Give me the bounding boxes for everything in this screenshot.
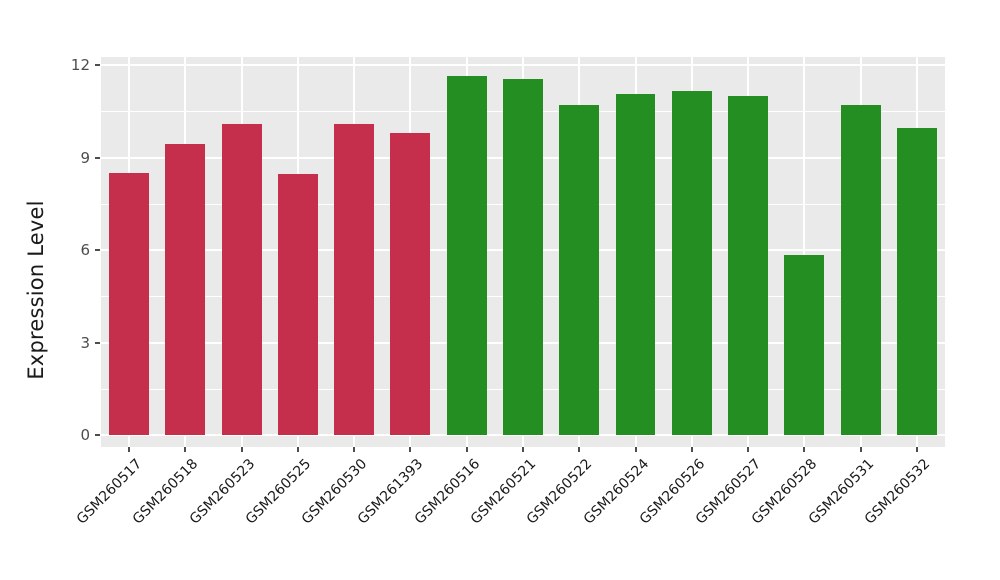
bar — [334, 123, 375, 435]
bar — [390, 132, 431, 435]
x-axis-tick-mark — [522, 447, 524, 452]
x-axis-tick-mark — [634, 447, 637, 452]
bar — [559, 105, 600, 435]
y-axis-tick-mark — [95, 434, 100, 436]
x-axis-tick-mark — [859, 447, 862, 452]
gridline-vertical — [803, 57, 806, 447]
bar — [840, 105, 881, 435]
bar — [896, 128, 937, 435]
bar — [615, 94, 656, 435]
x-axis-tick-mark — [240, 447, 243, 452]
x-axis-tick-mark — [747, 447, 750, 452]
y-axis-tick-label: 6 — [80, 241, 90, 259]
y-axis-tick-label: 12 — [70, 56, 90, 74]
x-axis-tick-mark — [296, 447, 299, 452]
x-axis-tick-mark — [465, 447, 468, 452]
x-axis-tick-mark — [915, 447, 918, 452]
x-axis-tick-mark — [353, 447, 356, 452]
x-axis-tick-mark — [578, 447, 581, 452]
x-axis-tick-mark — [803, 447, 806, 452]
y-axis-tick-label: 9 — [80, 148, 90, 167]
x-axis-tick-mark — [184, 447, 187, 452]
bar — [277, 174, 318, 435]
x-axis-tick-mark — [409, 447, 412, 452]
y-axis-tick-label: 0 — [80, 426, 90, 444]
bar — [728, 95, 769, 435]
y-axis-tick-mark — [95, 341, 100, 344]
x-axis-tick-mark — [128, 447, 131, 452]
y-axis-tick-mark — [95, 64, 100, 66]
y-axis-tick-label: 3 — [80, 333, 90, 352]
plot-panel — [101, 57, 945, 447]
bar — [446, 75, 487, 435]
x-axis-tick-mark — [690, 447, 693, 452]
y-axis-tick-mark — [95, 156, 100, 159]
bar — [784, 254, 825, 435]
bar — [109, 172, 150, 435]
y-axis-tick-mark — [95, 249, 100, 251]
bar — [671, 91, 712, 435]
y-axis-title: Expression Level — [24, 200, 48, 380]
bar — [221, 123, 262, 435]
bar — [165, 143, 206, 435]
bar — [503, 78, 543, 435]
